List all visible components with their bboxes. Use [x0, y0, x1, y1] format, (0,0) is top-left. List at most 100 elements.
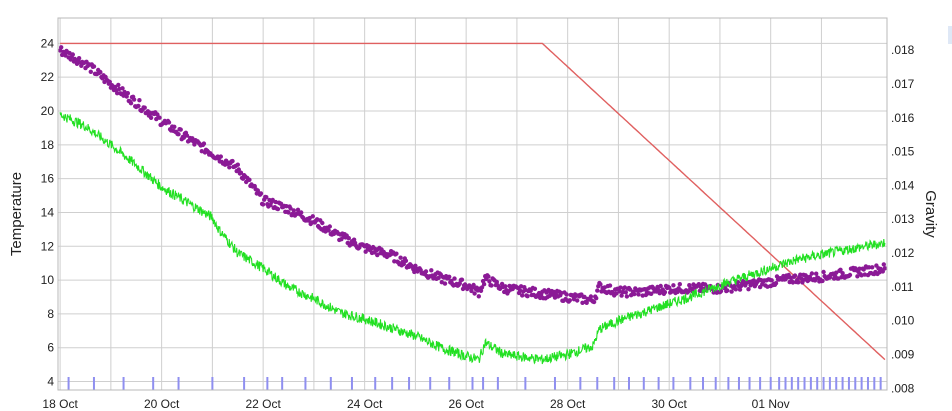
event-marker [841, 377, 844, 390]
series-1-point [181, 135, 186, 140]
series-1-point [227, 165, 232, 170]
series-1-point [598, 282, 603, 287]
series-1-point [737, 287, 743, 292]
event-marker [266, 377, 269, 390]
series-1-point [559, 290, 564, 296]
series-1-point [131, 97, 137, 102]
event-marker [714, 377, 717, 390]
side-panel-tab[interactable] [948, 26, 952, 44]
y-tick-label: 4 [47, 375, 54, 389]
series-1-point [532, 286, 538, 291]
series-1-point [792, 273, 798, 278]
series-1-point [137, 98, 142, 103]
x-tick-label: 30 Oct [651, 397, 687, 411]
series-1-point [882, 266, 888, 271]
series-1-point [520, 293, 525, 298]
series-1-point [649, 291, 654, 296]
y2-tick-label: .018 [891, 43, 915, 57]
series-1-point [258, 191, 264, 196]
series-1-point [481, 282, 487, 287]
series-1-point [418, 267, 423, 273]
event-marker [613, 377, 616, 390]
series-1-point [429, 268, 434, 273]
series-1-point [76, 56, 82, 61]
series-1-point [881, 262, 886, 267]
y2-tick-label: .017 [891, 77, 915, 91]
series-1-point [346, 236, 351, 241]
series-1-point [773, 281, 779, 286]
event-marker [854, 377, 857, 390]
event-marker [879, 377, 882, 390]
event-marker [67, 377, 70, 390]
y2-tick-label: .010 [891, 314, 915, 328]
series-1-point [503, 284, 508, 289]
y-tick-label: 10 [41, 273, 55, 287]
y2-tick-label: .014 [891, 178, 915, 192]
event-marker [596, 377, 599, 390]
event-marker [482, 377, 485, 390]
series-1-point [582, 294, 587, 300]
series-1-point [125, 91, 130, 96]
x-tick-label: 18 Oct [42, 397, 78, 411]
series-1-point [809, 271, 815, 276]
event-marker [152, 377, 155, 390]
event-marker [391, 377, 394, 390]
y-tick-label: 16 [41, 172, 55, 186]
event-marker [784, 377, 787, 390]
event-marker [429, 377, 432, 390]
series-1-point [238, 170, 244, 175]
event-marker [873, 377, 876, 390]
series-1-point [326, 228, 331, 233]
series-1-point [398, 255, 403, 260]
series-1-point [769, 278, 774, 283]
series-1-point [619, 293, 624, 298]
y2-tick-label: .012 [891, 246, 915, 260]
series-1-point [59, 45, 64, 50]
series-1-point [98, 69, 103, 75]
series-1-point [591, 299, 597, 305]
series-1-point [861, 267, 866, 272]
event-marker [748, 377, 751, 390]
series-1-point [124, 94, 129, 99]
series-1-point [284, 204, 289, 209]
event-marker [471, 377, 474, 390]
series-1-point [489, 283, 494, 288]
series-1-point [166, 120, 172, 125]
series-1-point [588, 294, 594, 299]
y2-tick-label: .011 [891, 280, 914, 294]
event-marker [769, 377, 772, 390]
series-1-point [838, 267, 843, 272]
series-1-point [459, 277, 465, 282]
series-1-point [310, 214, 315, 219]
event-marker [672, 377, 675, 390]
series-1-point [120, 86, 125, 91]
series-1-point [567, 298, 572, 303]
series-1-point [487, 279, 492, 284]
series-1-point [236, 167, 241, 172]
series-1-point [264, 195, 269, 200]
event-marker [177, 377, 180, 390]
y2-axis-label: Gravity [922, 190, 939, 238]
series-1-point [733, 287, 738, 292]
event-marker [448, 377, 451, 390]
series-1-point [88, 69, 94, 75]
series-1-point [820, 278, 825, 284]
series-1-point [107, 79, 113, 85]
x-tick-label: 26 Oct [448, 397, 484, 411]
event-marker [759, 377, 762, 390]
series-1-point [91, 64, 97, 69]
event-marker [822, 377, 825, 390]
series-1-point [423, 269, 429, 274]
series-1-point [295, 207, 301, 212]
y-tick-labels: 4 6 8 10 12 14 16 18 20 22 24 [41, 36, 55, 388]
series-1-point [436, 275, 441, 280]
series-line-2 [59, 112, 886, 365]
series-1-point [230, 158, 235, 164]
series-1-point [375, 252, 380, 258]
series-1-point [128, 101, 134, 106]
x-tick-label: 24 Oct [347, 397, 383, 411]
event-marker [524, 377, 527, 390]
event-marker [835, 377, 838, 390]
series-1-point [880, 269, 885, 274]
series-1-point [275, 206, 281, 212]
